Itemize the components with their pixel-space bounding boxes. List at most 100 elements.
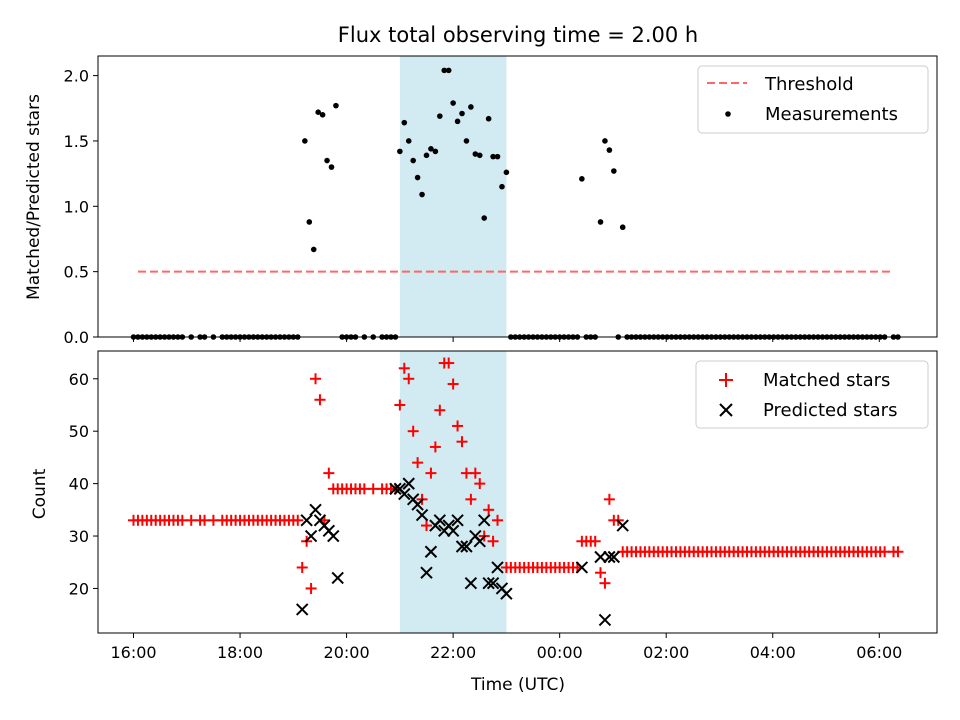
matched-star-point (305, 582, 317, 594)
measurement-point (319, 112, 326, 118)
legend-matched-swatch (719, 373, 733, 387)
bottom-highlight-span (399, 351, 507, 633)
measurement-point (315, 109, 321, 115)
legend-measurements-label: Measurements (765, 104, 898, 125)
matched-star-point (599, 577, 611, 589)
top-legend-box (697, 65, 929, 134)
measurement-point (428, 145, 434, 152)
legend-matched-label: Matched stars (763, 370, 890, 391)
bottom-x-ticks: 16:00 18:00 20:00 22:00 00:00 02:00 04:00 06:00 (110, 633, 902, 662)
top-ytick-label: 0.5 (64, 263, 89, 282)
matched-star-point (429, 441, 441, 453)
predicted-star-point (491, 561, 504, 574)
matched-star-point (412, 457, 424, 469)
matched-star-point (452, 420, 464, 432)
bottom-legend: Matched stars Predicted stars (695, 360, 929, 429)
measurement-point (499, 183, 505, 190)
predicted-star-point (300, 514, 313, 527)
measurement-point (441, 67, 448, 74)
top-ytick-label: 0.0 (64, 328, 89, 347)
predicted-star-point (446, 524, 460, 537)
measurement-point (445, 67, 452, 74)
measurement-point (414, 174, 421, 181)
measurement-point (472, 151, 479, 157)
bottom-panel: 20 30 40 50 60 16:00 18:00 20:00 22:00 00:00 02:0… (30, 350, 938, 695)
matched-star-point (892, 546, 904, 558)
matched-star-point (603, 493, 615, 505)
measurement-point (410, 157, 416, 164)
measurement-point (597, 219, 604, 225)
measurement-point (405, 138, 412, 144)
bottom-y-axis-label: Count (30, 468, 50, 519)
measurement-point (485, 115, 492, 122)
predicted-star-point (424, 545, 438, 558)
predicted-star-point (389, 482, 402, 496)
top-ytick-label: 2.0 (64, 67, 89, 86)
bottom-xtick-label: 02:00 (643, 643, 689, 662)
legend-measurements-swatch (725, 111, 731, 117)
measurement-point (302, 138, 308, 144)
x-axis-label: Time (UTC) (470, 675, 565, 695)
matched-star-point (447, 378, 459, 390)
predicted-star-point (460, 540, 473, 553)
measurement-point (423, 152, 430, 159)
top-highlight-span (399, 56, 507, 337)
predicted-star-point (594, 550, 607, 564)
measurement-point (503, 169, 510, 176)
matched-star-point (323, 467, 335, 479)
measurement-point (579, 176, 585, 182)
measurement-point (481, 215, 488, 221)
bottom-xtick-label: 22:00 (430, 643, 476, 662)
predicted-stars-points (295, 477, 629, 627)
matched-star-point (403, 373, 415, 385)
bottom-legend-box (695, 360, 929, 429)
bottom-ytick-label: 50 (69, 422, 89, 441)
bottom-ytick-label: 60 (69, 370, 89, 389)
predicted-star-point (464, 576, 478, 590)
matched-star-point (469, 467, 481, 479)
measurement-point (619, 224, 626, 231)
bottom-xtick-label: 00:00 (537, 643, 583, 662)
measurement-point (611, 168, 617, 174)
matched-star-point (595, 567, 607, 579)
predicted-star-point (420, 566, 433, 579)
matched-stars-points (128, 357, 904, 594)
predicted-star-point (451, 514, 464, 527)
matched-star-point (465, 493, 477, 505)
measurement-point (419, 191, 425, 198)
measurement-point (324, 157, 330, 164)
measurement-point (476, 152, 483, 159)
predicted-star-point (415, 508, 429, 522)
measurement-point (606, 147, 613, 153)
predicted-star-point (598, 613, 612, 627)
measurement-point (437, 113, 443, 119)
predicted-star-point (309, 503, 322, 517)
predicted-star-point (603, 550, 616, 564)
matched-star-point (296, 561, 308, 573)
matched-star-point (474, 478, 486, 490)
matched-star-point (434, 404, 446, 416)
matched-star-point (420, 520, 432, 532)
bottom-ytick-label: 20 (69, 579, 89, 598)
bottom-xtick-label: 04:00 (750, 643, 796, 662)
predicted-star-point (455, 540, 469, 553)
matched-star-point (443, 357, 455, 369)
matched-star-point (456, 436, 468, 448)
matched-star-point (398, 362, 410, 374)
predicted-star-point (477, 514, 491, 527)
matched-star-point (492, 514, 504, 526)
measurement-point (494, 153, 501, 160)
measurement-point (306, 219, 313, 225)
predicted-star-point (607, 550, 621, 564)
measurement-point (310, 246, 317, 253)
predicted-star-point (500, 587, 513, 600)
measurement-point (328, 164, 335, 170)
measurement-point (333, 102, 339, 109)
top-ytick-label: 1.5 (64, 132, 89, 151)
legend-predicted-label: Predicted stars (763, 400, 897, 421)
measurement-point (432, 148, 439, 155)
top-legend: Threshold Measurements (697, 65, 929, 134)
measurement-point (459, 110, 465, 117)
top-panel: 0.0 0.5 1.0 1.5 2.0 Flux total observing tim… (24, 23, 938, 347)
